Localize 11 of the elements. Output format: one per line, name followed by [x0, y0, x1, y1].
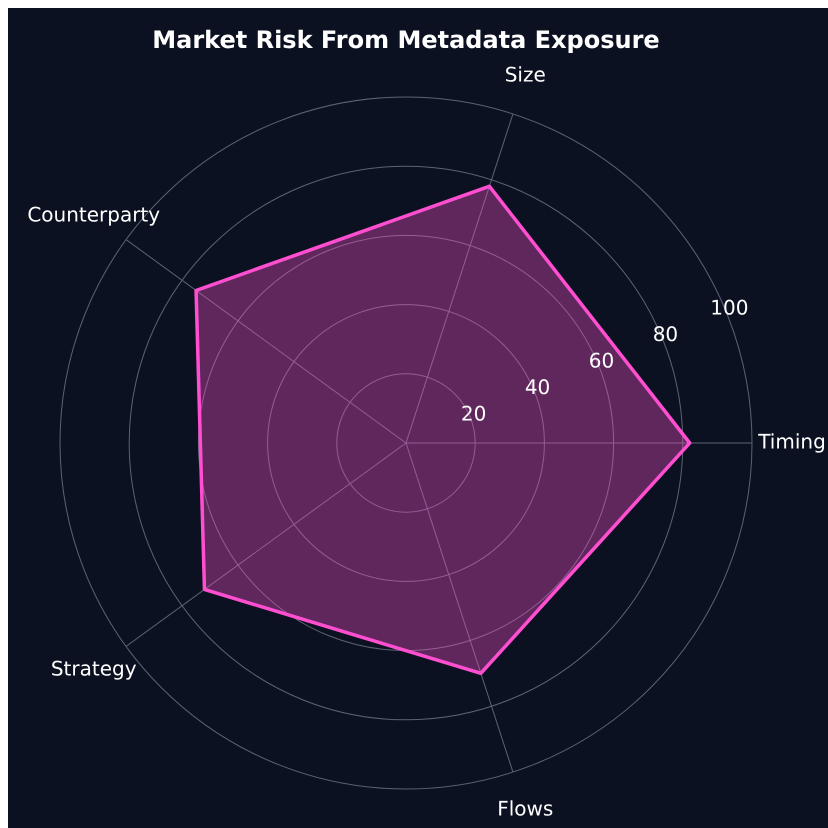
spoke-label: Strategy [50, 656, 137, 680]
y-tick-label: 40 [524, 374, 550, 399]
y-tick-label: 100 [710, 296, 748, 320]
spoke-label: Size [504, 62, 546, 86]
y-tick-label: 80 [652, 322, 678, 346]
spoke-label: Flows [497, 796, 554, 821]
spoke-label: Counterparty [27, 202, 160, 227]
y-tick-label: 20 [460, 401, 486, 426]
spoke-label: Timing [757, 429, 826, 454]
chart-title: Market Risk From Metadata Exposure [152, 26, 660, 54]
y-tick-label: 60 [588, 348, 614, 372]
